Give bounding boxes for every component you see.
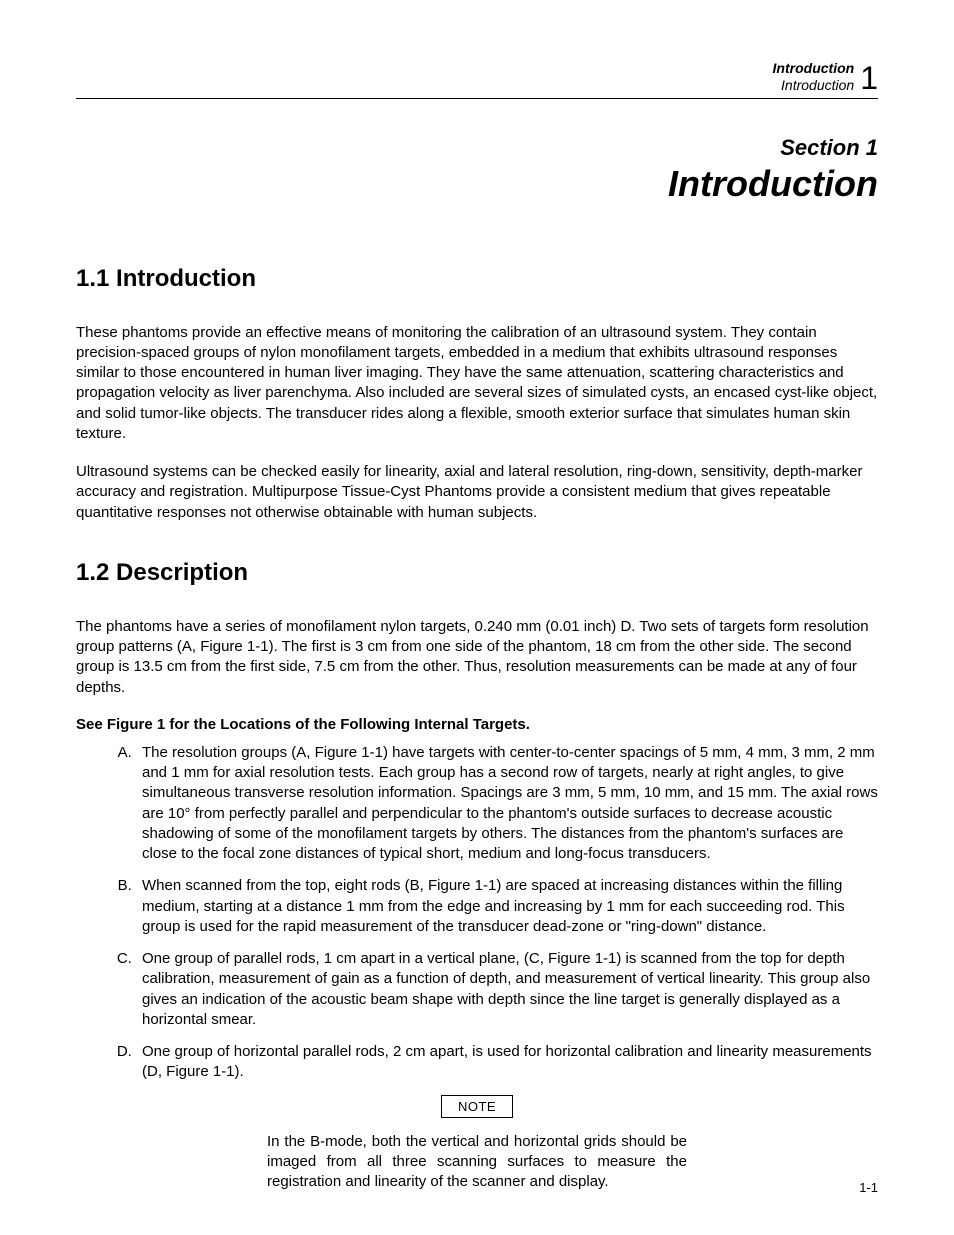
header-text: Introduction Introduction <box>773 60 855 94</box>
section-title: Introduction <box>76 163 878 205</box>
subheading: See Figure 1 for the Locations of the Fo… <box>76 716 878 733</box>
note-label-box: NOTE <box>441 1095 513 1118</box>
list-item: The resolution groups (A, Figure 1-1) ha… <box>136 743 878 865</box>
chapter-number: 1 <box>860 62 878 94</box>
paragraph: The phantoms have a series of monofilame… <box>76 617 878 698</box>
paragraph: These phantoms provide an effective mean… <box>76 323 878 445</box>
paragraph: Ultrasound systems can be checked easily… <box>76 462 878 523</box>
header-line1: Introduction <box>773 60 855 77</box>
heading-1-1: 1.1 Introduction <box>76 265 878 293</box>
page-number: 1-1 <box>859 1180 878 1195</box>
note-text: In the B-mode, both the vertical and hor… <box>267 1132 687 1193</box>
section-label: Section 1 <box>76 135 878 161</box>
page: Introduction Introduction 1 Section 1 In… <box>0 0 954 1235</box>
header-line2: Introduction <box>773 77 855 94</box>
running-header: Introduction Introduction 1 <box>76 60 878 94</box>
target-list: The resolution groups (A, Figure 1-1) ha… <box>76 743 878 1083</box>
list-item: One group of horizontal parallel rods, 2… <box>136 1042 878 1083</box>
header-rule <box>76 98 878 99</box>
list-item: One group of parallel rods, 1 cm apart i… <box>136 949 878 1030</box>
list-item: When scanned from the top, eight rods (B… <box>136 876 878 937</box>
heading-1-2: 1.2 Description <box>76 559 878 587</box>
